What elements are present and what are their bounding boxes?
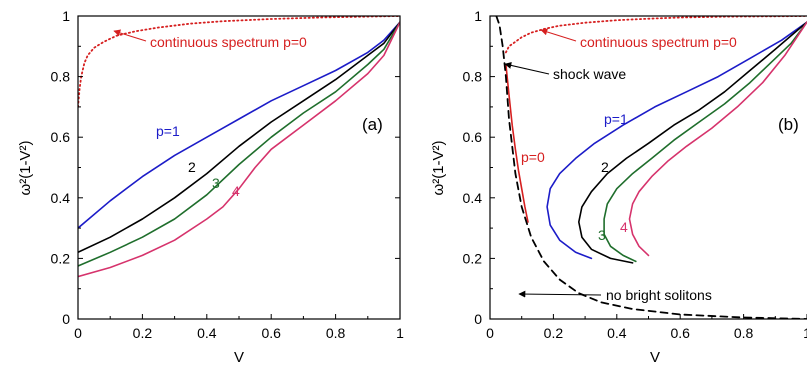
panel-b-series-3 [603, 21, 807, 263]
panel-b-annotation-3: 3 [598, 227, 606, 243]
panel-b-ytick-label: 0.4 [463, 190, 483, 206]
panel-a-series-4 [78, 21, 400, 278]
panel-a-xtick-label: 1 [396, 325, 404, 341]
panel-b-series-shock-wave-no-bright-solitons [495, 16, 807, 319]
panel-a-ytick-label: 0.6 [51, 129, 71, 145]
panel-b-xlabel: V [650, 349, 660, 366]
panel-b-annotation-no-bright-solitons: no bright solitons [606, 287, 712, 303]
panel-a: 0 0.2 0.4 0.6 0.8 1 0 0.2 0.4 0.6 0.8 1 V ω²(1-V²)… [17, 8, 404, 366]
panel-a-series-continuous-spectrum-p-0 [78, 16, 400, 108]
panel-b-ytick-label: 1 [474, 8, 482, 24]
panel-a-annotation-4: 4 [232, 183, 240, 199]
panel-b-annotation-4: 4 [620, 219, 628, 235]
panel-b-ytick-label: 0 [474, 311, 482, 327]
panel-a-annotation-3: 3 [212, 175, 220, 191]
panel-b-continuous-spectrum-arrow [540, 28, 577, 42]
panel-b-ytick-label: 0.2 [463, 250, 483, 266]
panel-b-ytick-label: 0.6 [463, 129, 483, 145]
panel-a-series-2 [78, 21, 400, 254]
panel-b-label: (b) [778, 115, 799, 134]
panel-a-ylabel: ω²(1-V²) [17, 140, 34, 195]
panel-a-ytick-label: 0.4 [51, 190, 71, 206]
panel-b-annotation-p1: p=1 [604, 111, 628, 127]
panel-a-xtick-label: 0.8 [326, 325, 346, 341]
panel-b-no-bright-solitons-arrow [518, 290, 602, 298]
panel-b-annotation-continuous-spectrum: continuous spectrum p=0 [580, 34, 737, 50]
panel-b-series-p-1 [546, 21, 807, 260]
panel-a-ytick-label: 0.8 [51, 69, 71, 85]
panel-a-series-p-1 [78, 21, 400, 229]
panel-a-continuous-spectrum-arrow [113, 29, 147, 42]
panel-b-ytick-label: 0.8 [463, 69, 483, 85]
panel-a-annotation-p1: p=1 [156, 123, 180, 139]
panel-b: 0 0.2 0.4 0.6 0.8 1 0 0.2 0.4 0.6 0.8 1 V ω²(1-V²)… [430, 8, 807, 366]
panel-b-xtick-label: 0.4 [607, 325, 627, 341]
panel-b-annotation-shock-wave: shock wave [553, 66, 626, 82]
panel-b-series-continuous-spectrum-p-0 [505, 16, 807, 54]
panel-b-xtick-label: 0.2 [544, 325, 564, 341]
panel-b-ylabel: ω²(1-V²) [430, 140, 447, 195]
panel-a-ytick-label: 0.2 [51, 250, 71, 266]
panel-a-series-3 [78, 21, 400, 267]
panel-b-series-p-0 [505, 63, 529, 223]
panel-a-label: (a) [362, 115, 383, 134]
panel-b-xtick-label: 0.6 [670, 325, 690, 341]
panel-a-ytick-label: 0 [62, 311, 70, 327]
panel-b-series-4 [628, 21, 807, 257]
panel-a-xtick-label: 0.4 [197, 325, 217, 341]
panel-b-xtick-label: 0 [486, 325, 494, 341]
panel-b-annotation-2: 2 [601, 159, 609, 175]
panel-a-xtick-label: 0.6 [261, 325, 281, 341]
panel-b-xtick-label: 0.8 [734, 325, 754, 341]
panel-b-annotation-p0: p=0 [521, 149, 545, 165]
panel-a-ytick-label: 1 [62, 8, 70, 24]
panel-b-xtick-label: 1 [803, 325, 807, 341]
panel-a-annotation-2: 2 [188, 159, 196, 175]
panel-a-xlabel: V [234, 349, 244, 366]
panel-b-shock-wave-arrow [504, 61, 550, 75]
panel-a-xtick-label: 0.2 [133, 325, 153, 341]
panel-b-frame [489, 15, 807, 320]
panel-a-annotation-continuous-spectrum: continuous spectrum p=0 [150, 34, 307, 50]
panel-b-series-2 [578, 21, 807, 264]
panel-a-xtick-label: 0 [74, 325, 82, 341]
